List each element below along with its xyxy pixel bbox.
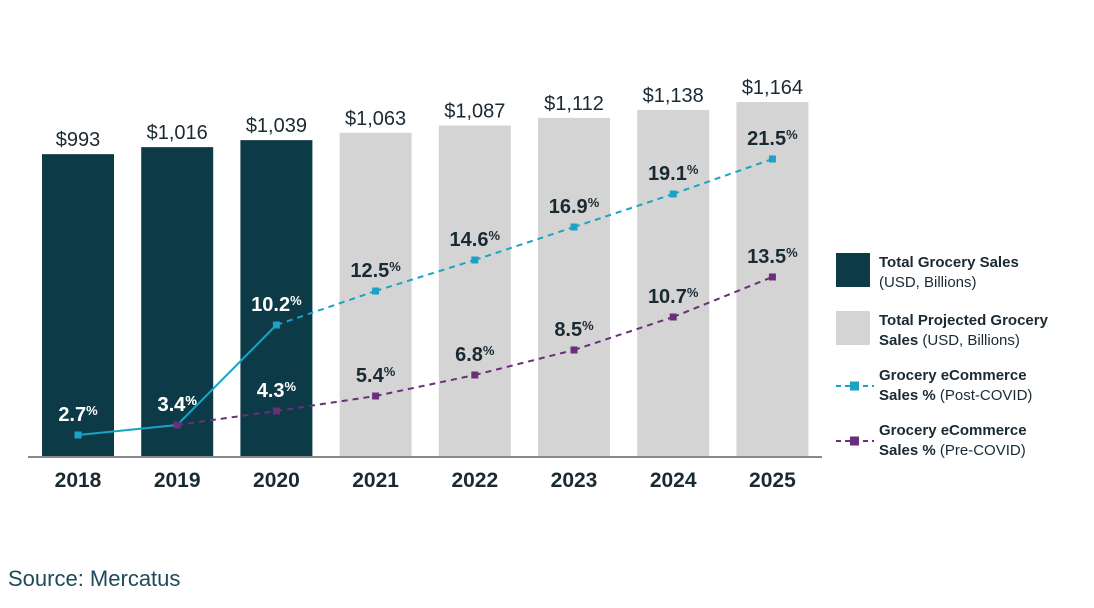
pre-covid-value-label: 10.7% <box>648 285 699 308</box>
pre-covid-point <box>372 392 380 400</box>
post-covid-point <box>272 321 280 329</box>
pre-covid-value-label: 6.8% <box>455 343 495 366</box>
bar-2024 <box>637 109 710 457</box>
pre-covid-point <box>471 371 479 379</box>
source-note: Source: Mercatus <box>8 566 181 591</box>
pre-covid-segment <box>276 395 376 412</box>
bar-2018 <box>42 154 114 457</box>
legend-swatch-projected <box>836 311 870 345</box>
post-covid-point <box>74 431 82 439</box>
bar-2021 <box>339 132 412 457</box>
pre-covid-point <box>570 346 578 354</box>
pre-covid-value-label: 5.4% <box>356 364 396 387</box>
pre-covid-segment <box>375 374 476 397</box>
post-covid-point <box>768 155 776 163</box>
pre-covid-value-label: 8.5% <box>554 318 594 341</box>
legend-swatch-actual <box>836 253 870 287</box>
post-covid-value-label: 10.2% <box>251 293 302 316</box>
x-tick-label: 2022 <box>451 469 498 492</box>
legend-pre-sub: (Pre-COVID) <box>939 442 1026 459</box>
post-covid-segment <box>77 424 178 436</box>
bar-2022 <box>438 125 511 457</box>
bar-value-label: $1,164 <box>742 77 803 99</box>
grocery-sales-chart: $993 2018 $1,016 2019 $1,039 2020 $1,063 2021 $1… <box>28 77 822 492</box>
x-tick-label: 2023 <box>551 469 598 492</box>
x-tick-label: 2018 <box>55 469 102 492</box>
post-covid-point <box>471 256 479 264</box>
pre-covid-point <box>272 407 280 415</box>
post-covid-point <box>669 190 677 198</box>
legend-post-title-2: Sales % <box>879 387 936 404</box>
bar-value-label: $1,138 <box>643 85 704 107</box>
legend-line-post-covid <box>836 381 874 391</box>
pre-covid-segment <box>177 410 277 426</box>
post-covid-value-label: 14.6% <box>450 228 501 251</box>
post-covid-value-label: 16.9% <box>549 195 600 218</box>
bar-value-label: $1,016 <box>147 122 208 144</box>
pre-covid-point <box>173 421 181 429</box>
bar-2019 <box>141 147 214 457</box>
legend-projected-title-1: Total Projected Grocery <box>879 312 1048 329</box>
x-tick-label: 2019 <box>154 469 201 492</box>
bar-2020 <box>240 140 313 457</box>
pre-covid-value-label: 4.3% <box>257 379 297 402</box>
legend-projected-title-2: Sales <box>879 332 919 349</box>
bar-value-label: $1,039 <box>246 115 307 137</box>
x-tick-label: 2024 <box>650 469 697 492</box>
legend-pre-title-2: Sales % <box>879 442 936 459</box>
post-covid-value-label: 12.5% <box>350 259 401 282</box>
pre-covid-value-label: 13.5% <box>747 245 798 268</box>
bar-2023 <box>538 117 610 458</box>
post-covid-value-label: 2.7% <box>58 403 98 426</box>
post-covid-value-label: 21.5% <box>747 127 798 150</box>
legend-post-sub: (Post-COVID) <box>939 387 1033 404</box>
pre-covid-value-label: 3.4% <box>158 393 198 416</box>
post-covid-point <box>372 287 380 295</box>
legend-line-pre-covid <box>836 436 874 446</box>
post-covid-point <box>570 223 578 231</box>
post-covid-value-label: 3.4% <box>158 393 198 416</box>
legend-actual-title: Total Grocery Sales <box>879 254 1019 271</box>
x-tick-label: 2025 <box>749 469 796 492</box>
legend-projected-sub: (USD, Billions) <box>922 332 1020 349</box>
post-covid-value-label: 19.1% <box>648 162 699 185</box>
legend-post-title-1: Grocery eCommerce <box>879 367 1027 384</box>
legend-actual-sub: (USD, Billions) <box>879 274 977 291</box>
x-tick-label: 2021 <box>352 469 399 492</box>
bar-value-label: $1,063 <box>345 108 406 130</box>
pre-covid-point <box>768 273 776 281</box>
bar-value-label: $1,112 <box>544 93 604 115</box>
bar-value-label: $1,087 <box>444 100 505 122</box>
pre-covid-point <box>669 313 677 321</box>
bar-value-label: $993 <box>56 129 101 151</box>
legend-pre-title-1: Grocery eCommerce <box>879 422 1027 439</box>
pre-covid-segment <box>672 276 773 318</box>
x-tick-label: 2020 <box>253 469 300 492</box>
post-covid-segment <box>176 324 278 426</box>
